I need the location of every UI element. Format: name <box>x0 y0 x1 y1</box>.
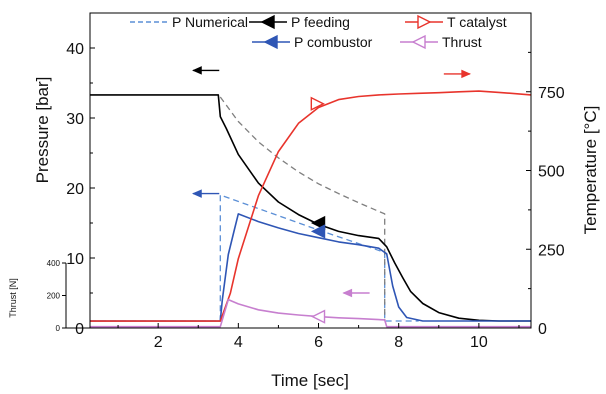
y-right-tick-label: 0 <box>538 321 547 338</box>
x-tick-label: 6 <box>314 334 323 351</box>
marker-thrust <box>310 309 326 324</box>
y-left-tick-label: 0 <box>75 321 84 338</box>
y-left-tick-label: 30 <box>66 111 84 128</box>
marker-p-combustor <box>310 224 326 239</box>
series-p-numerical <box>90 194 419 322</box>
direction-arrows <box>192 66 472 298</box>
legend-label: P combustor <box>294 34 373 50</box>
series-t-catalyst <box>90 90 532 322</box>
legend-marker <box>263 34 278 50</box>
x-axis-label: Time [sec] <box>271 371 349 390</box>
marker-p-feeding <box>310 215 326 231</box>
legend-label: Thrust <box>442 34 482 50</box>
series-p-numerical <box>219 96 386 321</box>
legend-item: Thrust <box>400 34 482 50</box>
legend-item: P combustor <box>252 34 373 50</box>
y-axis-left-label: Pressure [bar] <box>33 77 52 184</box>
series-p-feeding <box>90 94 531 322</box>
x-tick-label: 10 <box>470 334 488 351</box>
y-left-tick-label: 20 <box>66 181 84 198</box>
series-thrust <box>90 298 531 328</box>
legend-marker <box>417 14 432 30</box>
marker-t-catalyst <box>310 96 325 111</box>
legend-item: P feeding <box>249 14 350 30</box>
legend-label: P feeding <box>291 14 350 30</box>
axes <box>89 12 532 329</box>
legend: P Numerical P feeding T catalyst P combusto… <box>130 14 507 50</box>
legend-item: P Numerical <box>130 14 248 30</box>
x-tick-label: 2 <box>154 334 163 351</box>
direction-arrow-head <box>192 189 202 198</box>
x-tick-label: 8 <box>394 334 403 351</box>
direction-arrow-head <box>342 288 353 298</box>
y-right-tick-label: 500 <box>538 164 565 181</box>
thrust-tick-label: 200 <box>47 292 61 301</box>
x-tick-label: 4 <box>234 334 243 351</box>
y-left-tick-label: 40 <box>66 41 84 58</box>
y-axis-right-label: Temperature [°C] <box>581 106 600 235</box>
legend-label: T catalyst <box>447 14 507 30</box>
legend-marker <box>411 34 426 50</box>
y-left-tick-label: 10 <box>66 251 84 268</box>
thrust-tick-label: 0 <box>56 324 61 333</box>
y-right-tick-label: 250 <box>538 242 565 259</box>
direction-arrow-head <box>461 69 472 79</box>
series-layer <box>90 90 532 328</box>
legend-marker <box>260 14 275 30</box>
series-p-combustor <box>90 213 531 322</box>
plot-frame <box>89 12 532 329</box>
legend-item: T catalyst <box>405 14 507 30</box>
thrust-tick-label: 400 <box>47 259 61 268</box>
y-right-tick-label: 750 <box>538 85 565 102</box>
y-axis-thrust-label: Thrust [N] <box>8 278 18 318</box>
legend-label: P Numerical <box>172 14 248 30</box>
direction-arrow-head <box>192 66 202 75</box>
